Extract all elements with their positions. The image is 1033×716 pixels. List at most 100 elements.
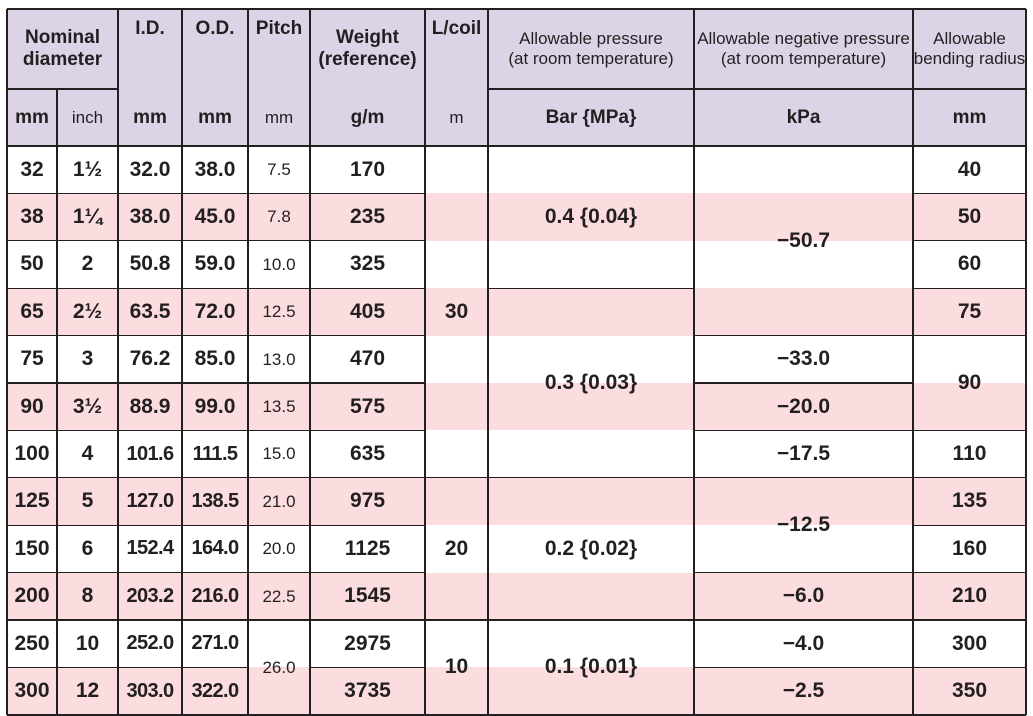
cell-outer-diameter: 72.0: [194, 299, 236, 323]
h-rule: [425, 619, 488, 621]
cell-inner-diameter: 252.0: [126, 632, 174, 655]
cell-weight: 1545: [344, 584, 391, 608]
row-band: [7, 525, 1026, 573]
cell-outer-diameter: 111.5: [192, 442, 238, 465]
h-rule: [913, 619, 1026, 621]
cell-nominal-inch: 3: [81, 347, 94, 371]
h-rule: [7, 666, 248, 668]
cell-inner-diameter: 38.0: [129, 205, 171, 229]
cell-weight: 170: [349, 157, 386, 181]
cell-bending-radius: 110: [952, 442, 987, 466]
cell-outer-diameter: 85.0: [194, 347, 236, 371]
cell-nominal-inch: 3½: [72, 394, 103, 418]
h-rule: [913, 192, 1026, 194]
h-rule: [7, 524, 425, 526]
cell-l-coil-20: 20: [444, 536, 469, 560]
h-rule: [310, 666, 425, 668]
cell-neg-pressure-6-0: −6.0: [782, 584, 825, 608]
cell-bending-radius: 300: [951, 631, 988, 655]
cell-pitch: 22.5: [262, 586, 296, 606]
header-id: I.D.: [135, 18, 165, 40]
header-nominal-diameter-line-1: Nominal: [25, 27, 100, 49]
cell-nominal-mm: 100: [14, 442, 50, 466]
cell-pitch: 10.0: [262, 254, 296, 274]
cell-neg-pressure-17-5: −17.5: [776, 442, 831, 466]
h-rule: [913, 287, 1026, 289]
header-background: [7, 9, 1026, 146]
header-allowable-pressure-line-2: (at room temperature): [508, 49, 674, 68]
row-band: [7, 430, 1026, 478]
header-bending-radius-line-2: bending radius: [913, 49, 1026, 68]
cell-inner-diameter: 76.2: [129, 347, 171, 371]
cell-outer-diameter: 138.5: [191, 489, 239, 512]
row-band: [7, 620, 1026, 668]
cell-bending-radius: 40: [957, 157, 982, 181]
cell-weight: 975: [349, 489, 386, 513]
cell-outer-diameter: 59.0: [194, 252, 236, 276]
v-rule: [117, 9, 119, 715]
cell-pitch: 7.8: [267, 207, 291, 227]
h-rule: [7, 8, 1026, 10]
cell-pitch: 20.0: [262, 539, 296, 559]
header-nominal-diameter: Nominal diameter: [7, 9, 118, 89]
cell-outer-diameter: 99.0: [194, 394, 236, 418]
row-band: [7, 477, 1026, 526]
cell-pitch: 7.5: [267, 159, 291, 179]
h-rule: [7, 240, 425, 242]
cell-pitch: 13.5: [262, 396, 296, 416]
cell-nominal-inch: 10: [75, 631, 100, 655]
header-allowable-pressure-line-1: Allowable pressure: [519, 29, 663, 49]
row-band: [7, 667, 1026, 715]
unit-mm: mm: [15, 106, 49, 128]
unit-pressure: Bar {MPa}: [545, 106, 637, 128]
h-rule: [913, 524, 1026, 526]
row-band: [7, 335, 1026, 383]
cell-bending-radius: 60: [957, 252, 982, 276]
cell-inner-diameter: 152.4: [126, 537, 174, 560]
cell-nominal-mm: 65: [20, 299, 44, 323]
cell-nominal-mm: 150: [14, 536, 50, 560]
cell-nominal-mm: 300: [14, 679, 50, 703]
row-band: [7, 146, 1026, 194]
cell-nominal-mm: 90: [20, 394, 44, 418]
h-rule: [694, 619, 913, 621]
cell-inner-diameter: 50.8: [129, 252, 171, 276]
cell-weight: 405: [349, 299, 386, 323]
h-rule: [694, 382, 913, 384]
cell-neg-pressure-50-7: −50.7: [776, 228, 831, 252]
cell-nominal-inch: 5: [81, 489, 94, 513]
header-allowable-negative-pressure-line-2: (at room temperature): [720, 49, 887, 68]
cell-outer-diameter: 45.0: [194, 205, 236, 229]
v-rule: [912, 9, 914, 715]
cell-weight: 575: [349, 394, 386, 418]
cell-inner-diameter: 32.0: [129, 157, 171, 181]
cell-inner-diameter: 203.2: [126, 584, 174, 607]
h-rule: [488, 619, 694, 621]
cell-weight: 1125: [344, 536, 391, 560]
row-band: [7, 193, 1026, 241]
v-rule: [309, 9, 311, 715]
cell-bending-radius: 135: [951, 489, 988, 513]
cell-weight: 3735: [344, 679, 391, 703]
v-rule: [424, 9, 426, 715]
cell-nominal-mm: 50: [20, 252, 44, 276]
cell-weight: 325: [349, 252, 386, 276]
unit-inch: inch: [71, 107, 104, 127]
cell-outer-diameter: 271.0: [191, 632, 239, 655]
unit-od: mm: [198, 106, 232, 128]
h-rule: [694, 335, 913, 337]
cell-outer-diameter: 216.0: [191, 584, 239, 607]
header-nominal-diameter-line-2: diameter: [22, 49, 103, 70]
header-allowable-negative-pressure: Allowable negative pressure (at room temp…: [694, 9, 913, 89]
row-band: [7, 572, 1026, 620]
cell-inner-diameter: 127.0: [126, 489, 174, 512]
v-rule: [56, 89, 58, 715]
v-rule: [487, 9, 489, 715]
cell-pressure-0-3: 0.3 {0.03}: [544, 370, 638, 394]
unit-weight: g/m: [350, 106, 385, 128]
unit-l-coil: m: [449, 107, 464, 127]
header-bending-radius-line-1: Allowable: [933, 29, 1006, 49]
h-rule: [7, 429, 425, 431]
